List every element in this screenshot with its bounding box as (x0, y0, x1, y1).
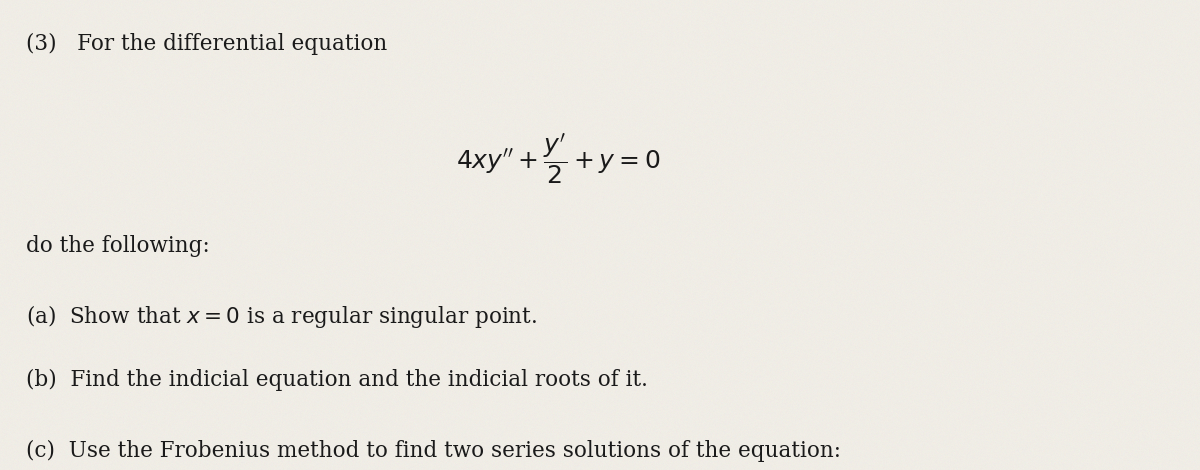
Text: $4xy'' + \dfrac{y'}{2} + y = 0$: $4xy'' + \dfrac{y'}{2} + y = 0$ (456, 132, 661, 187)
Text: do the following:: do the following: (26, 235, 210, 257)
Text: (a)  Show that $x = 0$ is a regular singular point.: (a) Show that $x = 0$ is a regular singu… (26, 303, 538, 330)
Text: (3)   For the differential equation: (3) For the differential equation (26, 33, 388, 55)
Text: (c)  Use the Frobenius method to find two series solutions of the equation:: (c) Use the Frobenius method to find two… (26, 439, 841, 462)
Text: (b)  Find the indicial equation and the indicial roots of it.: (b) Find the indicial equation and the i… (26, 369, 648, 391)
